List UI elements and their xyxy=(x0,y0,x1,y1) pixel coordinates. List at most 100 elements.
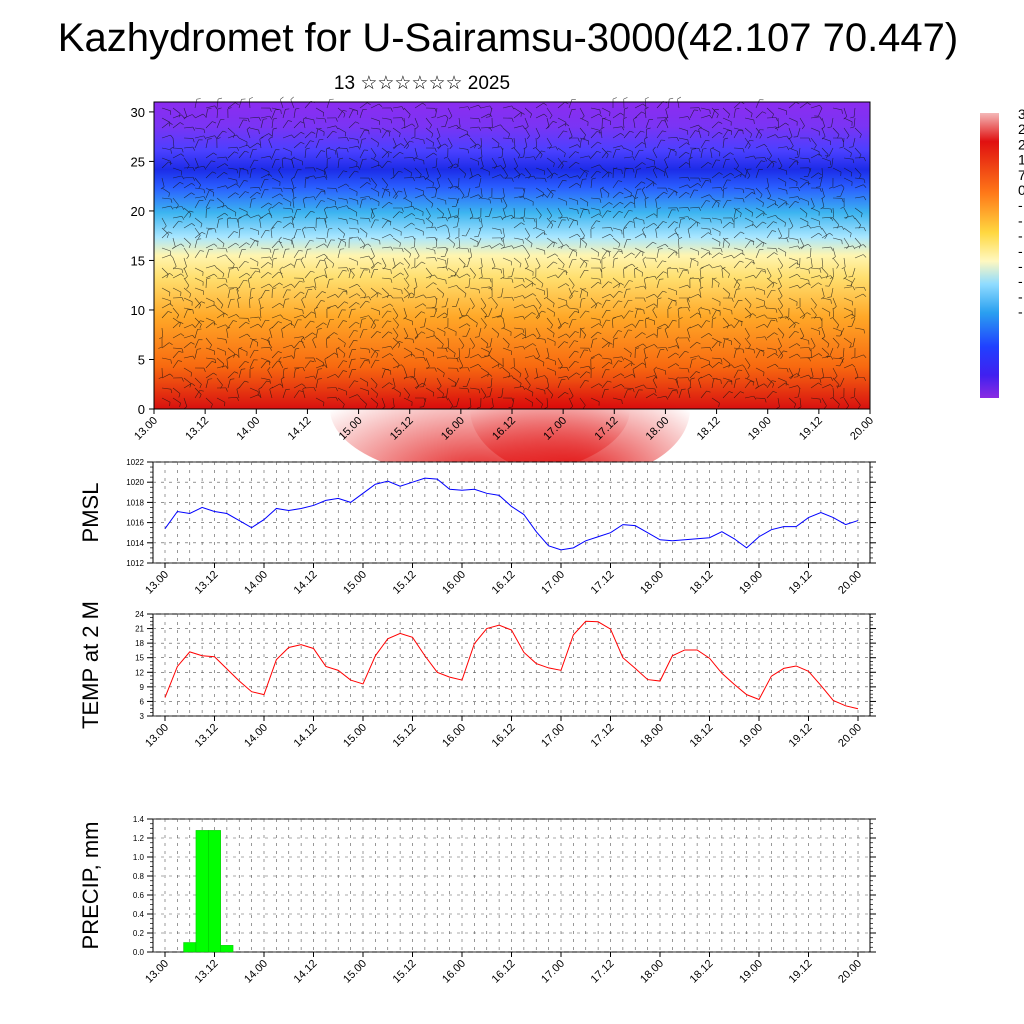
wind-barb xyxy=(480,187,483,197)
wind-barb xyxy=(469,287,479,290)
wind-barb-flag xyxy=(190,372,193,377)
wind-barb-flag xyxy=(641,332,646,335)
wind-barb-flag xyxy=(189,293,192,298)
wind-barb-flag xyxy=(302,310,304,315)
wind-barb xyxy=(502,245,512,249)
wind-barb-flag xyxy=(541,310,546,313)
wind-barb xyxy=(172,220,179,229)
colorbar-label: - xyxy=(1018,273,1023,289)
wind-barb-flag xyxy=(411,213,416,216)
wind-barb-flag xyxy=(431,306,436,309)
wind-barb xyxy=(435,157,438,167)
wind-barb xyxy=(524,267,534,273)
wind-barb-flag xyxy=(378,192,380,197)
wind-barb-flag xyxy=(368,218,371,223)
wind-barb xyxy=(843,277,853,283)
wind-barb xyxy=(513,237,523,240)
wind-barb-flag xyxy=(808,269,810,274)
wind-barb xyxy=(699,279,702,289)
wind-barb xyxy=(205,265,215,269)
wind-barb xyxy=(447,157,454,166)
wind-barb xyxy=(194,177,201,186)
wind-barb xyxy=(468,347,471,357)
wind-barb-flag xyxy=(786,146,790,151)
y-tick-label: 25 xyxy=(131,154,145,169)
wind-barb-flag xyxy=(581,297,586,300)
wind-barb-flag xyxy=(762,202,764,207)
wind-barb xyxy=(677,309,680,319)
wind-barb-flag xyxy=(310,320,315,323)
wind-barb xyxy=(469,354,479,359)
wind-barb xyxy=(403,247,411,255)
wind-barb-flag xyxy=(511,118,514,123)
wind-barb-flag xyxy=(785,122,789,126)
wind-barb xyxy=(302,389,306,399)
wind-barb xyxy=(755,349,761,359)
wind-barb-flag xyxy=(790,225,794,230)
wind-barb xyxy=(799,327,805,337)
wind-barb xyxy=(436,327,446,333)
wind-barb-flag xyxy=(654,258,657,263)
wind-barb-flag xyxy=(240,167,245,170)
wind-barb-flag xyxy=(411,123,416,127)
wind-barb xyxy=(655,229,658,239)
wind-barb xyxy=(766,107,774,115)
wind-barb-flag xyxy=(224,312,228,316)
wind-barb xyxy=(623,373,633,379)
wind-barb-flag xyxy=(531,276,536,279)
wind-barb xyxy=(238,207,248,213)
wind-barb-flag xyxy=(179,321,184,324)
wind-barb xyxy=(238,167,248,171)
wind-barb xyxy=(788,196,798,199)
wind-barb-flag xyxy=(225,185,229,190)
wind-barb xyxy=(466,377,471,387)
wind-barb-flag xyxy=(237,296,242,300)
wind-barb-flag xyxy=(191,383,196,386)
wind-barb xyxy=(644,109,647,119)
wind-barb xyxy=(799,267,809,271)
wind-barb xyxy=(238,99,242,109)
wind-barb xyxy=(645,275,655,279)
wind-barb xyxy=(766,307,776,310)
wind-barb-flag xyxy=(291,134,295,139)
wind-barb xyxy=(744,297,752,305)
wind-barb-flag xyxy=(407,294,411,299)
wind-barb xyxy=(271,109,276,119)
wind-barb-flag xyxy=(176,204,179,209)
wind-barb-flag xyxy=(368,255,372,260)
wind-barb xyxy=(568,161,577,169)
wind-barb xyxy=(799,181,807,189)
wind-barb-flag xyxy=(387,310,392,313)
wind-barb-flag xyxy=(343,353,346,358)
wind-barb xyxy=(513,167,521,175)
wind-barb xyxy=(612,211,620,219)
wind-barb-flag xyxy=(851,313,856,318)
wind-barb xyxy=(810,217,820,222)
wind-barb-flag xyxy=(432,352,435,357)
wind-barb xyxy=(172,137,175,147)
wind-barb xyxy=(403,137,410,146)
wind-barb-flag xyxy=(207,138,212,140)
wind-barb-flag xyxy=(334,374,339,378)
wind-barb xyxy=(601,147,609,155)
wind-barb xyxy=(557,375,567,379)
wind-barb xyxy=(403,327,409,337)
wind-barb xyxy=(414,377,420,387)
wind-barb-flag xyxy=(191,183,196,186)
wind-barb xyxy=(612,191,620,199)
wind-barb xyxy=(315,253,325,259)
wind-barb-flag xyxy=(386,130,391,132)
wind-barb xyxy=(172,397,181,404)
wind-barb-flag xyxy=(726,324,730,329)
wind-barb-flag xyxy=(467,314,471,319)
wind-barb-flag xyxy=(774,203,779,207)
wind-barb-flag xyxy=(411,222,415,226)
wind-barb-flag xyxy=(642,256,647,260)
wind-barb xyxy=(282,344,292,349)
wind-barb xyxy=(579,287,588,293)
wind-barb xyxy=(513,137,516,147)
wind-barb xyxy=(711,197,720,204)
wind-barb-flag xyxy=(199,384,202,389)
wind-barb-flag xyxy=(212,322,217,325)
wind-barb-flag xyxy=(588,155,592,160)
